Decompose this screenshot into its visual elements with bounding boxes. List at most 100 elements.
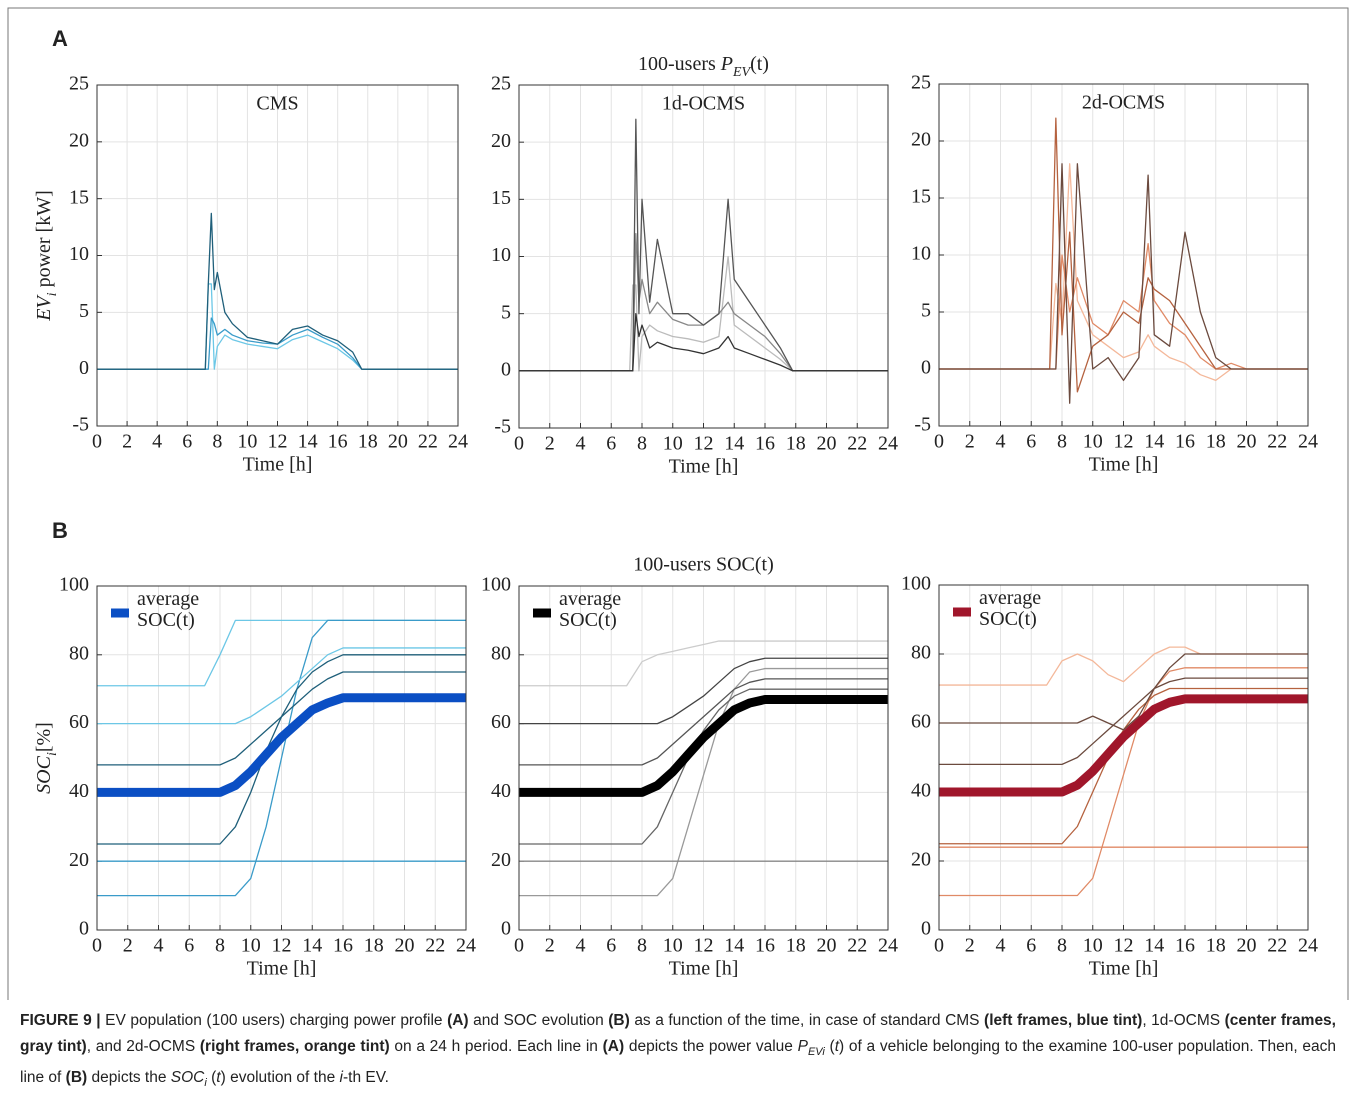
x-tick-label: 0 [514, 935, 524, 957]
x-tick-label: 16 [755, 433, 775, 455]
x-tick-label: 12 [1114, 935, 1134, 957]
y-tick-label: 40 [491, 780, 511, 802]
x-axis-label: Time [h] [1089, 454, 1159, 476]
x-tick-label: 8 [212, 431, 222, 453]
x-tick-label: 8 [637, 433, 647, 455]
caption-text: ) evolution of the [220, 1069, 340, 1087]
y-tick-label: 60 [491, 711, 511, 733]
text-part: EV [33, 294, 55, 322]
x-tick-label: 20 [388, 431, 408, 453]
plot-frame [518, 585, 889, 931]
x-tick-label: 22 [847, 433, 867, 455]
panel-annotation: 2d-OCMS [1082, 92, 1165, 114]
x-tick-label: 16 [333, 935, 353, 957]
x-tick-label: 0 [92, 935, 102, 957]
average-line [97, 693, 466, 797]
series-line [97, 654, 466, 845]
x-tick-label: 10 [1083, 935, 1103, 957]
x-tick-label: 14 [724, 935, 744, 957]
y-tick-label: 10 [911, 243, 931, 265]
x-tick-label: 4 [996, 935, 1006, 957]
series-line [939, 667, 1308, 897]
x-tick-label: 20 [395, 935, 415, 957]
x-tick-label: 18 [364, 935, 384, 957]
caption-text: (center frames, gray tint) [20, 1012, 1336, 1055]
x-tick-label: 10 [1083, 431, 1103, 453]
series-line [97, 317, 458, 370]
x-tick-label: 20 [1237, 431, 1257, 453]
panel-label: A [52, 26, 68, 51]
x-tick-label: 10 [237, 431, 257, 453]
series-line [519, 640, 888, 687]
caption-text: on a 24 h period. Each line in [389, 1038, 603, 1055]
x-tick-label: 8 [1057, 431, 1067, 453]
caption-text: EV population (100 users) charging power… [100, 1012, 448, 1029]
y-tick-label: 10 [69, 243, 89, 265]
y-tick-label: 15 [491, 187, 511, 209]
x-tick-label: 14 [1144, 935, 1164, 957]
caption: FIGURE 9 | EV population (100 users) cha… [20, 1008, 1336, 1096]
x-tick-label: 20 [817, 433, 837, 455]
chart-title: 100-users SOC(t) [633, 554, 774, 576]
x-tick-label: 4 [576, 935, 586, 957]
caption-text: (B) [65, 1069, 88, 1087]
x-tick-label: 4 [152, 431, 162, 453]
x-tick-label: 0 [934, 431, 944, 453]
x-tick-label: 8 [637, 935, 647, 957]
x-tick-label: 0 [92, 431, 102, 453]
caption-text: t [216, 1069, 221, 1087]
legend-line: average [979, 587, 1041, 609]
caption-text: EVi [807, 1046, 825, 1059]
y-tick-label: 20 [911, 129, 931, 151]
x-tick-label: 24 [1298, 935, 1318, 957]
caption-text: FIGURE 9 | [20, 1012, 101, 1029]
y-tick-label: 40 [911, 780, 931, 802]
x-tick-label: 2 [965, 935, 975, 957]
caption-text: -th EV. [342, 1069, 389, 1087]
caption-text: depicts the [87, 1069, 171, 1087]
y-tick-label: 5 [921, 300, 931, 322]
series-line [939, 653, 1308, 731]
legend-line: average [559, 588, 621, 610]
y-tick-label: 5 [79, 300, 89, 322]
series-line [519, 232, 888, 372]
text-part: EV [732, 65, 752, 80]
text-part: P [720, 53, 733, 75]
x-tick-label: 22 [1267, 935, 1287, 957]
panel-annotation: 1d-OCMS [662, 93, 745, 115]
y-tick-label: 80 [69, 642, 89, 664]
x-tick-label: 20 [1237, 935, 1257, 957]
x-tick-label: 14 [302, 935, 322, 957]
y-tick-label: 40 [69, 780, 89, 802]
x-tick-label: 22 [1267, 431, 1287, 453]
plot-frame [96, 585, 467, 931]
y-tick-label: 60 [911, 711, 931, 733]
y-tick-label: 15 [911, 186, 931, 208]
x-tick-label: 16 [1175, 935, 1195, 957]
y-tick-label: 0 [79, 357, 89, 379]
x-tick-label: 10 [241, 935, 261, 957]
series-line [519, 255, 888, 372]
x-tick-label: 20 [817, 935, 837, 957]
series-line [939, 687, 1308, 845]
y-axis-label: EVi power [kW] [33, 190, 60, 322]
panel-annotation: CMS [256, 93, 298, 115]
x-tick-label: 6 [182, 431, 192, 453]
text-part: SOC [33, 755, 55, 793]
x-tick-label: 24 [448, 431, 468, 453]
y-tick-label: 20 [69, 129, 89, 151]
x-tick-label: 2 [545, 433, 555, 455]
x-tick-label: 22 [418, 431, 438, 453]
caption-text: , and 2d-OCMS [86, 1038, 200, 1055]
series-line [519, 688, 888, 845]
figure-border [7, 7, 1349, 1000]
series-line [939, 163, 1308, 404]
caption-text: ) of a vehicle belonging to the examine … [20, 1038, 1336, 1087]
x-tick-label: 0 [934, 935, 944, 957]
series-line [97, 283, 458, 370]
x-tick-label: 18 [1206, 431, 1226, 453]
y-tick-label: 60 [69, 711, 89, 733]
caption-text: and SOC evolution [468, 1012, 609, 1029]
x-tick-label: 4 [576, 433, 586, 455]
x-axis-label: Time [h] [243, 454, 313, 476]
